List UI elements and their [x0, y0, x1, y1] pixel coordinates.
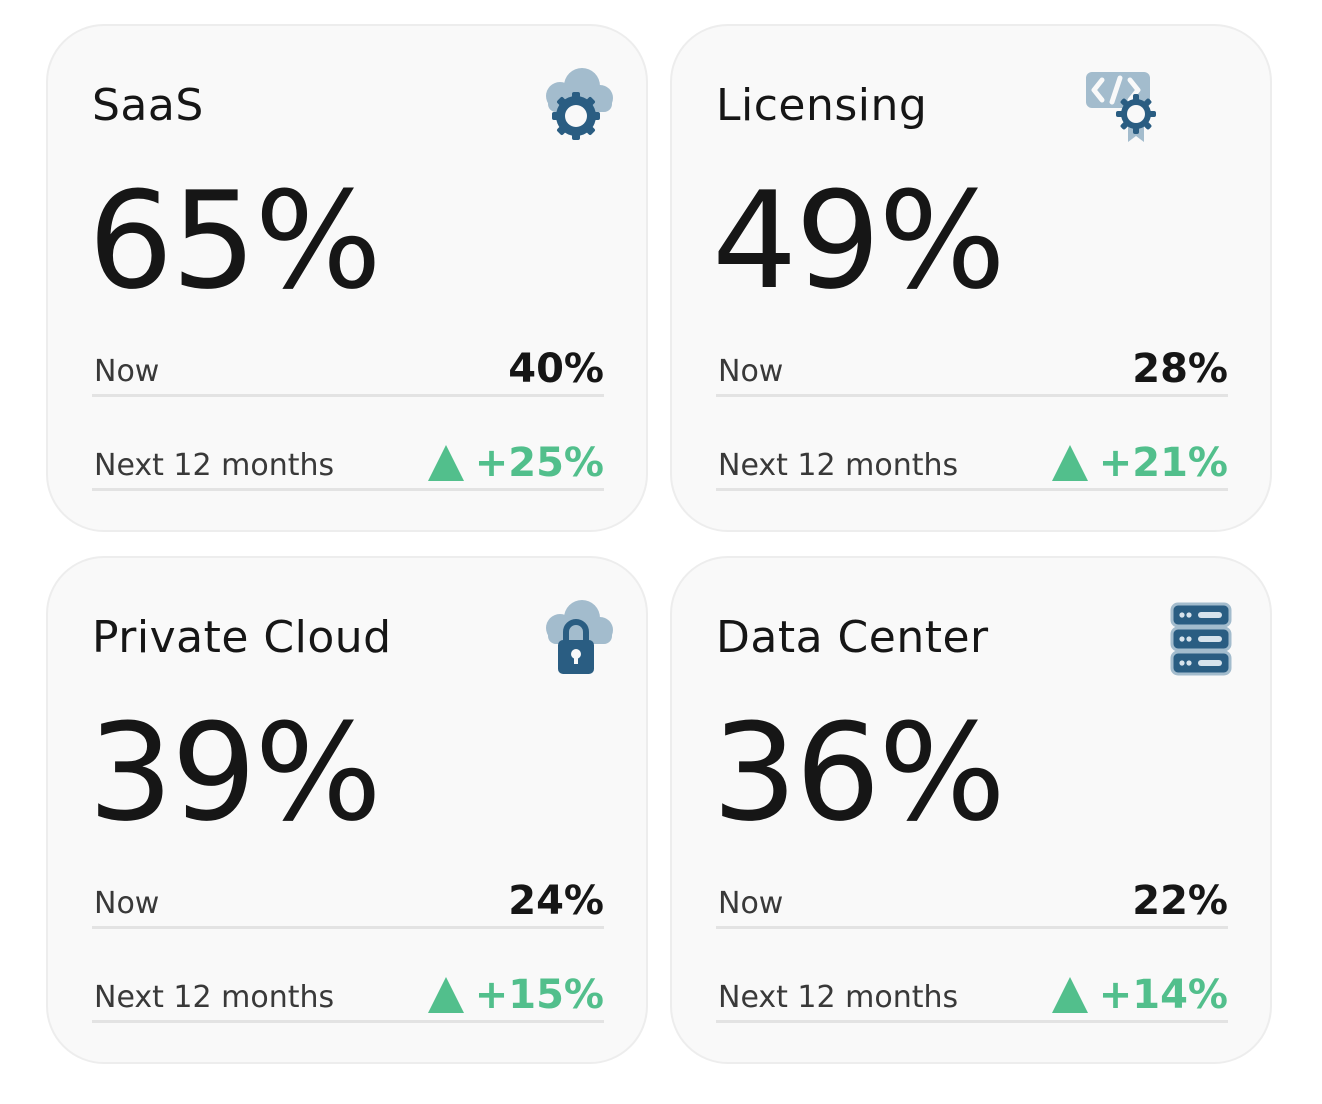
- next-label: Next 12 months: [718, 448, 959, 483]
- now-label: Now: [718, 354, 784, 389]
- up-arrow-icon: [1051, 444, 1089, 482]
- change-group: +25%: [427, 440, 604, 486]
- next-12-months-row: Next 12 months +25%: [92, 436, 604, 491]
- private-cloud-card: Private Cloud 39% Now 24% Next 12 months…: [46, 556, 648, 1064]
- big-value: 65%: [88, 163, 382, 319]
- now-row: Now 22%: [716, 874, 1228, 929]
- next-12-months-row: Next 12 months +15%: [92, 968, 604, 1023]
- server-rack-icon: [1158, 598, 1240, 680]
- cloud-lock-icon: [536, 598, 618, 680]
- licensing-card: Licensing 49% Now 28% Next 12 months: [670, 24, 1272, 532]
- change-value: +14%: [1098, 972, 1228, 1018]
- change-value: +25%: [474, 440, 604, 486]
- change-group: +15%: [427, 972, 604, 1018]
- change-value: +21%: [1098, 440, 1228, 486]
- up-arrow-icon: [427, 444, 465, 482]
- big-value: 36%: [712, 695, 1006, 851]
- next-12-months-row: Next 12 months +14%: [716, 968, 1228, 1023]
- next-label: Next 12 months: [718, 980, 959, 1015]
- saas-card: SaaS 65% Now 40% Next 12 months: [46, 24, 648, 532]
- now-row: Now 28%: [716, 342, 1228, 397]
- next-label: Next 12 months: [94, 448, 335, 483]
- big-value: 39%: [88, 695, 382, 851]
- next-12-months-row: Next 12 months +21%: [716, 436, 1228, 491]
- code-certificate-icon: [1084, 66, 1166, 148]
- next-label: Next 12 months: [94, 980, 335, 1015]
- up-arrow-icon: [1051, 976, 1089, 1014]
- now-label: Now: [94, 886, 160, 921]
- now-row: Now 24%: [92, 874, 604, 929]
- card-title: Data Center: [716, 612, 989, 663]
- up-arrow-icon: [427, 976, 465, 1014]
- cloud-gear-icon: [536, 66, 618, 148]
- change-value: +15%: [474, 972, 604, 1018]
- now-value: 24%: [508, 878, 604, 924]
- now-label: Now: [718, 886, 784, 921]
- data-center-card: Data Center 36% Now 22% Next 12 months: [670, 556, 1272, 1064]
- now-value: 22%: [1132, 878, 1228, 924]
- change-group: +21%: [1051, 440, 1228, 486]
- card-title: SaaS: [92, 80, 204, 131]
- card-title: Licensing: [716, 80, 928, 131]
- now-value: 28%: [1132, 346, 1228, 392]
- big-value: 49%: [712, 163, 1006, 319]
- card-title: Private Cloud: [92, 612, 392, 663]
- now-row: Now 40%: [92, 342, 604, 397]
- now-value: 40%: [508, 346, 604, 392]
- now-label: Now: [94, 354, 160, 389]
- change-group: +14%: [1051, 972, 1228, 1018]
